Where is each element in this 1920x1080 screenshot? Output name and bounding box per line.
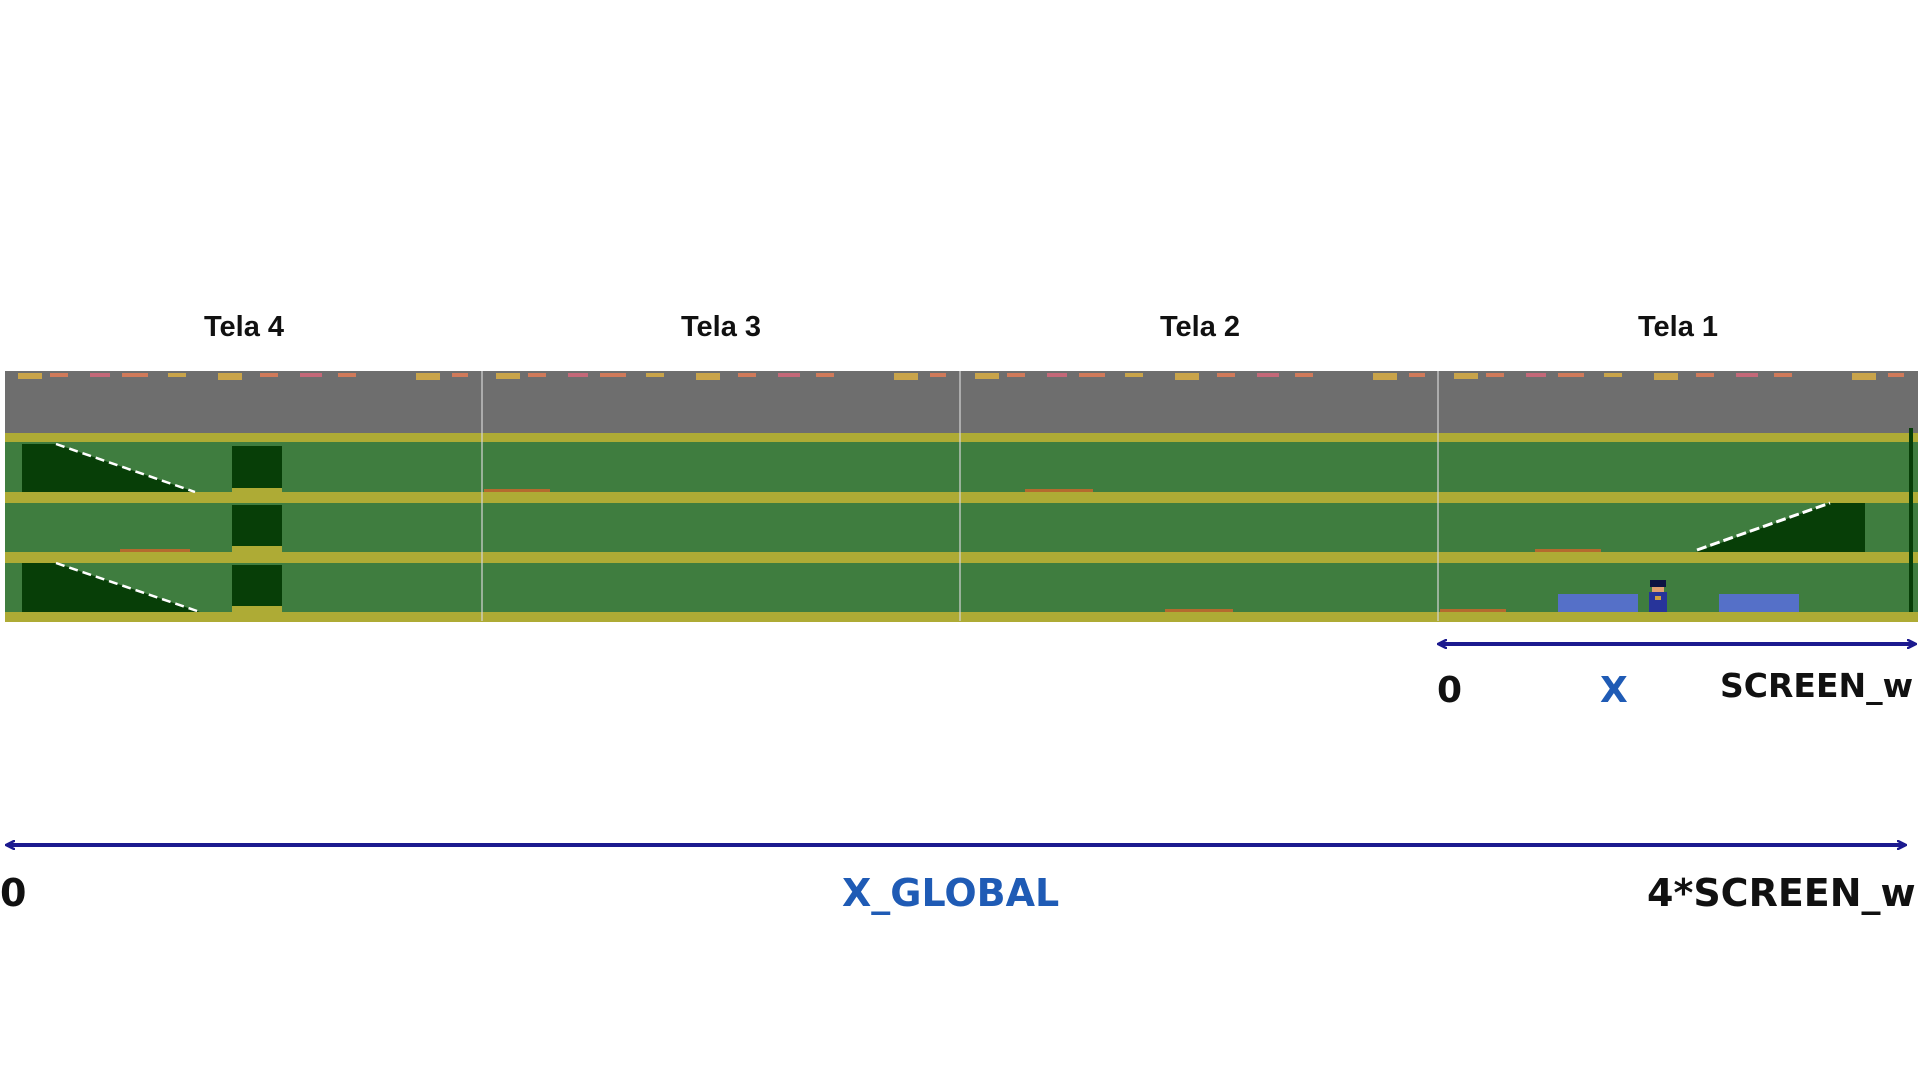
blue-block-right	[1719, 594, 1799, 612]
floor-area	[5, 434, 1918, 621]
local-axis-end-label: SCREEN_w	[1720, 666, 1914, 705]
player-character	[1649, 580, 1667, 612]
screen-title-1: Tela 1	[1637, 311, 1719, 343]
screen-title-2: Tela 2	[1159, 311, 1241, 343]
global-axis-end-label: 4*SCREEN_w	[1647, 871, 1916, 915]
screen-title-3: Tela 3	[680, 311, 762, 343]
sky-band	[5, 371, 1918, 434]
local-axis-start-label: 0	[1437, 670, 1463, 711]
blue-block-left	[1558, 594, 1638, 612]
screen-1-features	[1440, 428, 1913, 612]
sky-decoration-4	[18, 373, 468, 380]
local-axis-var-label: X	[1600, 670, 1628, 711]
right-pole	[1909, 428, 1913, 612]
screen-dividers	[481, 371, 1439, 621]
floor-lines	[5, 433, 1918, 622]
screen-3-features	[484, 489, 550, 492]
screen-4-features	[22, 442, 282, 614]
global-axis-start-label: 0	[0, 871, 27, 915]
global-axis-var-label: X_GLOBAL	[842, 871, 1060, 915]
screen-title-4: Tela 4	[203, 311, 285, 343]
screen-2-features	[1025, 489, 1233, 612]
